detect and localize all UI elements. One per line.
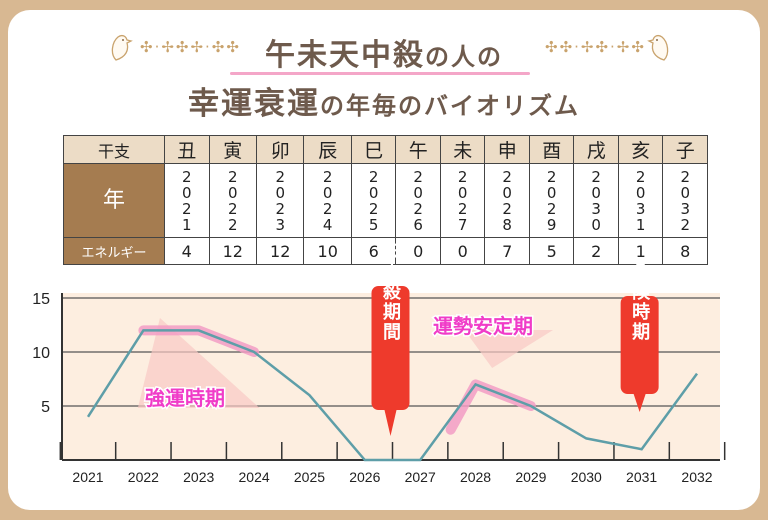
- year-cell: 2022: [208, 163, 257, 238]
- eto-cell: 未: [439, 135, 486, 164]
- title-underline: [230, 72, 530, 75]
- callout-box: [371, 286, 410, 410]
- x-tick-label: 2031: [626, 469, 657, 485]
- x-tick-label: 2029: [515, 469, 546, 485]
- title-line2-b: の年毎のバイオリズム: [320, 92, 580, 120]
- flower-decoration-left-icon: ✣·✢✣✢·✣✣: [140, 38, 241, 56]
- energy-cell: 5: [528, 237, 575, 265]
- year-cell: 2031: [617, 163, 664, 238]
- eto-cell: 寅: [208, 135, 257, 164]
- callout-text: 天中殺期間: [380, 242, 402, 342]
- year-row: 年 2021 2022 2023 2024 2025 2026 2027 2028 2029 203…: [63, 163, 708, 238]
- year-value: 2032: [680, 167, 690, 234]
- callout-box: [620, 296, 659, 394]
- stable-period-triangle: [464, 330, 554, 368]
- eto-cell: 巳: [350, 135, 397, 164]
- eto-cell: 酉: [528, 135, 575, 164]
- x-tick-label: 2030: [571, 469, 602, 485]
- x-tick-label: 2026: [349, 469, 380, 485]
- eto-cell: 戌: [573, 135, 619, 164]
- annotation-label: 運勢安定期: [433, 314, 533, 338]
- eto-cell: 申: [484, 135, 530, 164]
- energy-cell: 8: [662, 237, 708, 265]
- x-tick-label: 2022: [128, 469, 159, 485]
- energy-line: [86, 329, 699, 462]
- bird-left-icon: [111, 34, 133, 61]
- energy-cell: 7: [484, 237, 530, 265]
- y-tick-label: 15: [32, 291, 50, 308]
- year-value: 2023: [275, 167, 285, 234]
- callout-text: 危険時期: [629, 261, 651, 342]
- flower-decoration-right-icon: ✣✣·✢✣·✢✣: [545, 38, 646, 56]
- year-value: 2022: [227, 167, 238, 234]
- year-label: 年: [63, 163, 165, 238]
- x-tick-label: 2025: [294, 469, 325, 485]
- energy-label: エネルギー: [63, 237, 165, 265]
- year-value: 2029: [546, 167, 557, 234]
- x-tick-label: 2021: [72, 469, 103, 485]
- energy-cell: 12: [208, 237, 257, 265]
- callout-pointer: [633, 394, 646, 412]
- energy-cell: 0: [439, 237, 486, 265]
- year-cell: 2024: [303, 163, 352, 238]
- energy-row: エネルギー 4 12 12 10 6 0 0 7 5 2 1 8: [63, 237, 708, 265]
- x-tick-label: 2024: [239, 469, 270, 485]
- year-value: 2031: [635, 167, 646, 234]
- y-tick-label: 10: [32, 345, 50, 362]
- annotation-label: 強運時期: [145, 386, 225, 410]
- year-value: 2028: [502, 167, 512, 234]
- energy-cell: 0: [395, 237, 441, 265]
- eto-cell: 辰: [303, 135, 352, 164]
- energy-cell: 4: [164, 237, 210, 265]
- year-value: 2021: [181, 167, 192, 234]
- title-line-1: 午未天中殺の人の: [0, 30, 768, 74]
- x-tick-label: 2028: [460, 469, 491, 485]
- year-cell: 2032: [662, 163, 708, 238]
- title-line2-a: 幸運衰運: [188, 86, 320, 122]
- year-value: 2026: [413, 167, 423, 234]
- year-value: 2027: [457, 167, 468, 234]
- eto-row: 干支丑寅卯辰巳午未申酉戌亥子: [63, 135, 708, 164]
- energy-cell: 10: [303, 237, 352, 265]
- strong-period-triangle: [137, 318, 260, 408]
- year-value: 2030: [591, 167, 601, 234]
- x-tick-label: 2032: [681, 469, 712, 485]
- x-tick-label: 2023: [183, 469, 214, 485]
- year-cell: 2023: [255, 163, 305, 238]
- callout-badge: 危険時期: [620, 261, 659, 412]
- energy-cell: 6: [350, 237, 397, 265]
- title-line-2: 幸運衰運の年毎のバイオリズム: [0, 78, 768, 123]
- year-value: 2024: [322, 167, 333, 234]
- energy-cell: 12: [255, 237, 305, 265]
- energy-cell: 2: [573, 237, 619, 265]
- year-cell: 2028: [484, 163, 530, 238]
- y-tick-label: 5: [41, 399, 50, 416]
- x-tick-label: 2027: [405, 469, 436, 485]
- bird-right-icon: [647, 34, 669, 61]
- year-cell: 2025: [350, 163, 397, 238]
- eto-cell: 卯: [255, 135, 305, 164]
- callout-badge: 天中殺期間: [371, 242, 410, 436]
- year-cell: 2030: [573, 163, 619, 238]
- year-cell: 2029: [528, 163, 575, 238]
- callout-pointer: [384, 410, 397, 436]
- title-tail: の人の: [425, 43, 503, 71]
- energy-table: 干支丑寅卯辰巳午未申酉戌亥子 年 2021 2022 2023 2024 2025 2026…: [63, 135, 708, 265]
- year-cell: 2026: [395, 163, 441, 238]
- title-main: 午未天中殺: [265, 38, 425, 73]
- year-value: 2025: [368, 167, 379, 234]
- eto-cell: 丑: [164, 135, 210, 164]
